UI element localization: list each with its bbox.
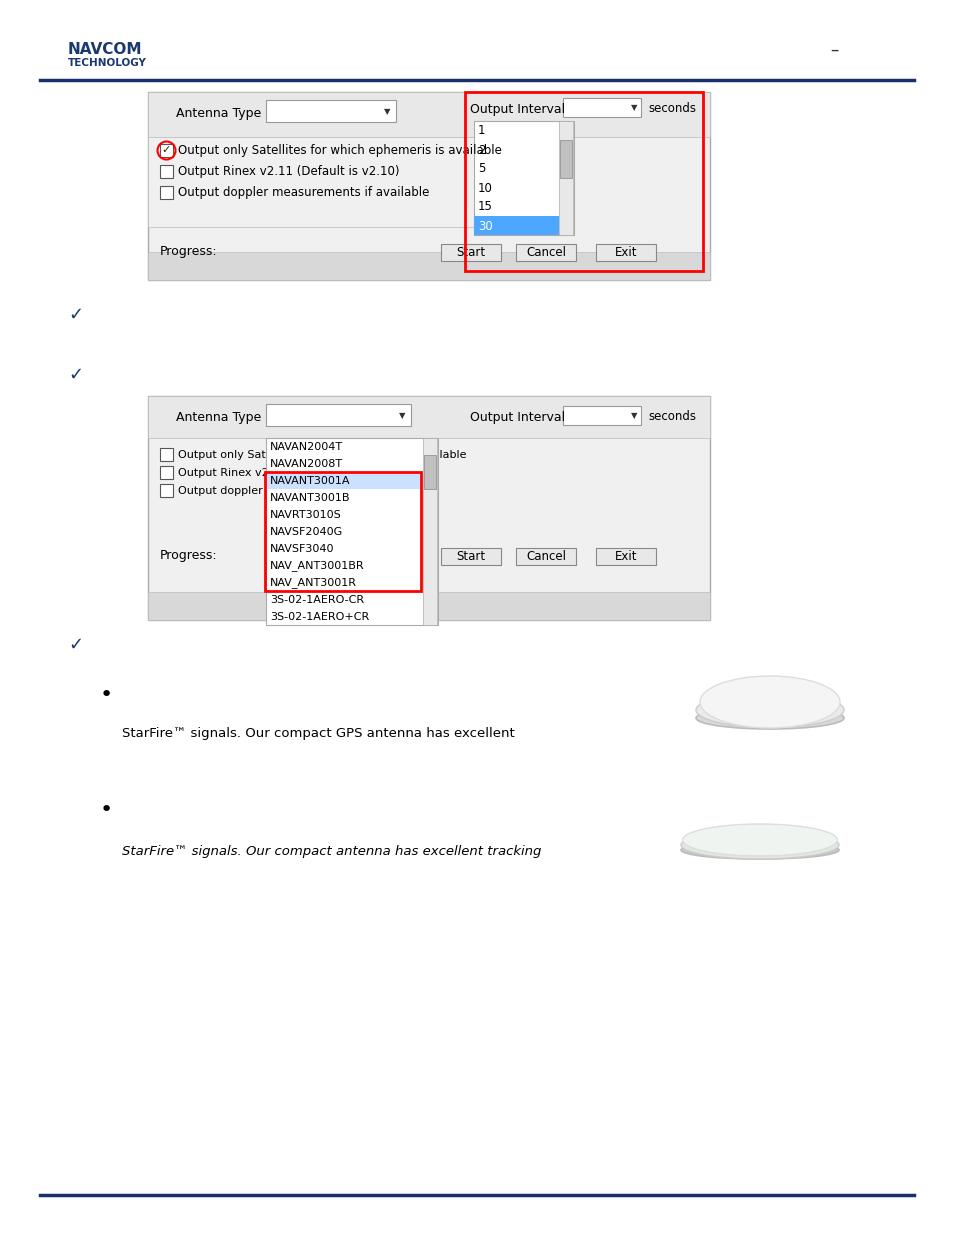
Bar: [266, 472, 421, 489]
Text: Output doppler measurements if available: Output doppler measurements if available: [178, 186, 429, 199]
Text: NAVRT3010S: NAVRT3010S: [270, 510, 341, 520]
Text: Output Rinex v2...: Output Rinex v2...: [178, 468, 279, 478]
Bar: [464, 91, 702, 270]
Text: NAVANT3001A: NAVANT3001A: [270, 475, 350, 487]
Text: NAVSF2040G: NAVSF2040G: [270, 527, 343, 537]
Bar: [422, 438, 436, 625]
Text: Output Rinex v2.11 (Default is v2.10): Output Rinex v2.11 (Default is v2.10): [178, 165, 399, 178]
Text: seconds: seconds: [647, 410, 696, 422]
Text: 3S-02-1AERO+CR: 3S-02-1AERO+CR: [270, 613, 369, 622]
Bar: [160, 448, 172, 461]
Bar: [558, 121, 573, 235]
Ellipse shape: [680, 831, 838, 860]
Ellipse shape: [680, 841, 838, 860]
Text: NAV_ANT3001BR: NAV_ANT3001BR: [270, 561, 364, 572]
Text: Output Interval: Output Interval: [470, 411, 564, 425]
Bar: [516, 245, 576, 261]
Text: 15: 15: [477, 200, 493, 214]
Text: ✓: ✓: [68, 636, 83, 655]
Bar: [266, 100, 395, 122]
Text: ✓: ✓: [68, 366, 83, 384]
Text: Output doppler me...: Output doppler me...: [178, 485, 294, 495]
Bar: [266, 404, 411, 426]
Text: 1: 1: [477, 125, 485, 137]
Bar: [596, 548, 656, 564]
Text: 10: 10: [477, 182, 493, 194]
Bar: [562, 98, 640, 117]
Text: •: •: [100, 685, 113, 705]
Bar: [148, 252, 709, 280]
Text: 3S-02-1AERO-CR: 3S-02-1AERO-CR: [270, 595, 364, 605]
Text: Cancel: Cancel: [525, 246, 565, 258]
Bar: [148, 91, 709, 280]
Bar: [474, 216, 558, 235]
Bar: [423, 454, 436, 489]
Bar: [148, 91, 709, 137]
Text: NAVSF3040: NAVSF3040: [270, 543, 335, 555]
Bar: [148, 592, 709, 620]
Text: ▼: ▼: [398, 411, 405, 420]
Text: ▼: ▼: [630, 411, 637, 420]
Text: Antenna Type: Antenna Type: [175, 410, 261, 424]
Text: Cancel: Cancel: [525, 550, 565, 562]
Bar: [160, 484, 172, 496]
Bar: [266, 438, 437, 625]
Text: StarFire™ signals. Our compact GPS antenna has excellent: StarFire™ signals. Our compact GPS anten…: [122, 726, 515, 740]
Bar: [562, 406, 640, 425]
Ellipse shape: [696, 693, 843, 727]
Text: 30: 30: [477, 220, 493, 232]
Text: ▼: ▼: [630, 104, 637, 112]
Text: 5: 5: [477, 163, 485, 175]
Text: •: •: [100, 800, 113, 820]
Text: 2: 2: [477, 143, 485, 157]
Text: –: –: [829, 41, 838, 59]
Bar: [160, 165, 172, 178]
Text: NAVAN2008T: NAVAN2008T: [270, 459, 343, 469]
Bar: [440, 245, 500, 261]
Text: Exit: Exit: [614, 246, 637, 258]
Text: NAVANT3001B: NAVANT3001B: [270, 493, 350, 503]
Bar: [160, 144, 172, 157]
Ellipse shape: [696, 706, 843, 729]
Text: ✓: ✓: [68, 306, 83, 324]
Text: available: available: [416, 450, 466, 459]
Bar: [160, 466, 172, 479]
Text: ▼: ▼: [383, 107, 390, 116]
Text: StarFire™ signals. Our compact antenna has excellent tracking: StarFire™ signals. Our compact antenna h…: [122, 846, 540, 858]
Bar: [148, 137, 541, 227]
Text: Exit: Exit: [614, 550, 637, 562]
Bar: [516, 548, 576, 564]
Text: Output Interval: Output Interval: [470, 103, 564, 116]
Text: seconds: seconds: [647, 101, 696, 115]
Text: NAV_ANT3001R: NAV_ANT3001R: [270, 578, 356, 588]
Bar: [160, 186, 172, 199]
Text: NAVAN2004T: NAVAN2004T: [270, 442, 343, 452]
Text: Output only Satelli...: Output only Satelli...: [178, 450, 293, 459]
Bar: [148, 396, 709, 438]
Text: Output only Satellites for which ephemeris is available: Output only Satellites for which ephemer…: [178, 144, 501, 157]
Text: Progress:: Progress:: [160, 246, 217, 258]
Bar: [474, 121, 574, 235]
Text: Progress:: Progress:: [160, 550, 217, 562]
Bar: [265, 472, 420, 592]
Ellipse shape: [700, 676, 840, 727]
Text: Antenna Type: Antenna Type: [175, 107, 261, 121]
Ellipse shape: [681, 824, 837, 856]
Bar: [440, 548, 500, 564]
Bar: [148, 396, 709, 620]
Bar: [559, 140, 572, 178]
Bar: [596, 245, 656, 261]
Text: Start: Start: [456, 550, 485, 562]
Text: NAVCOM: NAVCOM: [68, 42, 142, 58]
Text: TECHNOLOGY: TECHNOLOGY: [68, 58, 147, 68]
Text: ✓: ✓: [162, 146, 171, 156]
Text: Start: Start: [456, 246, 485, 258]
